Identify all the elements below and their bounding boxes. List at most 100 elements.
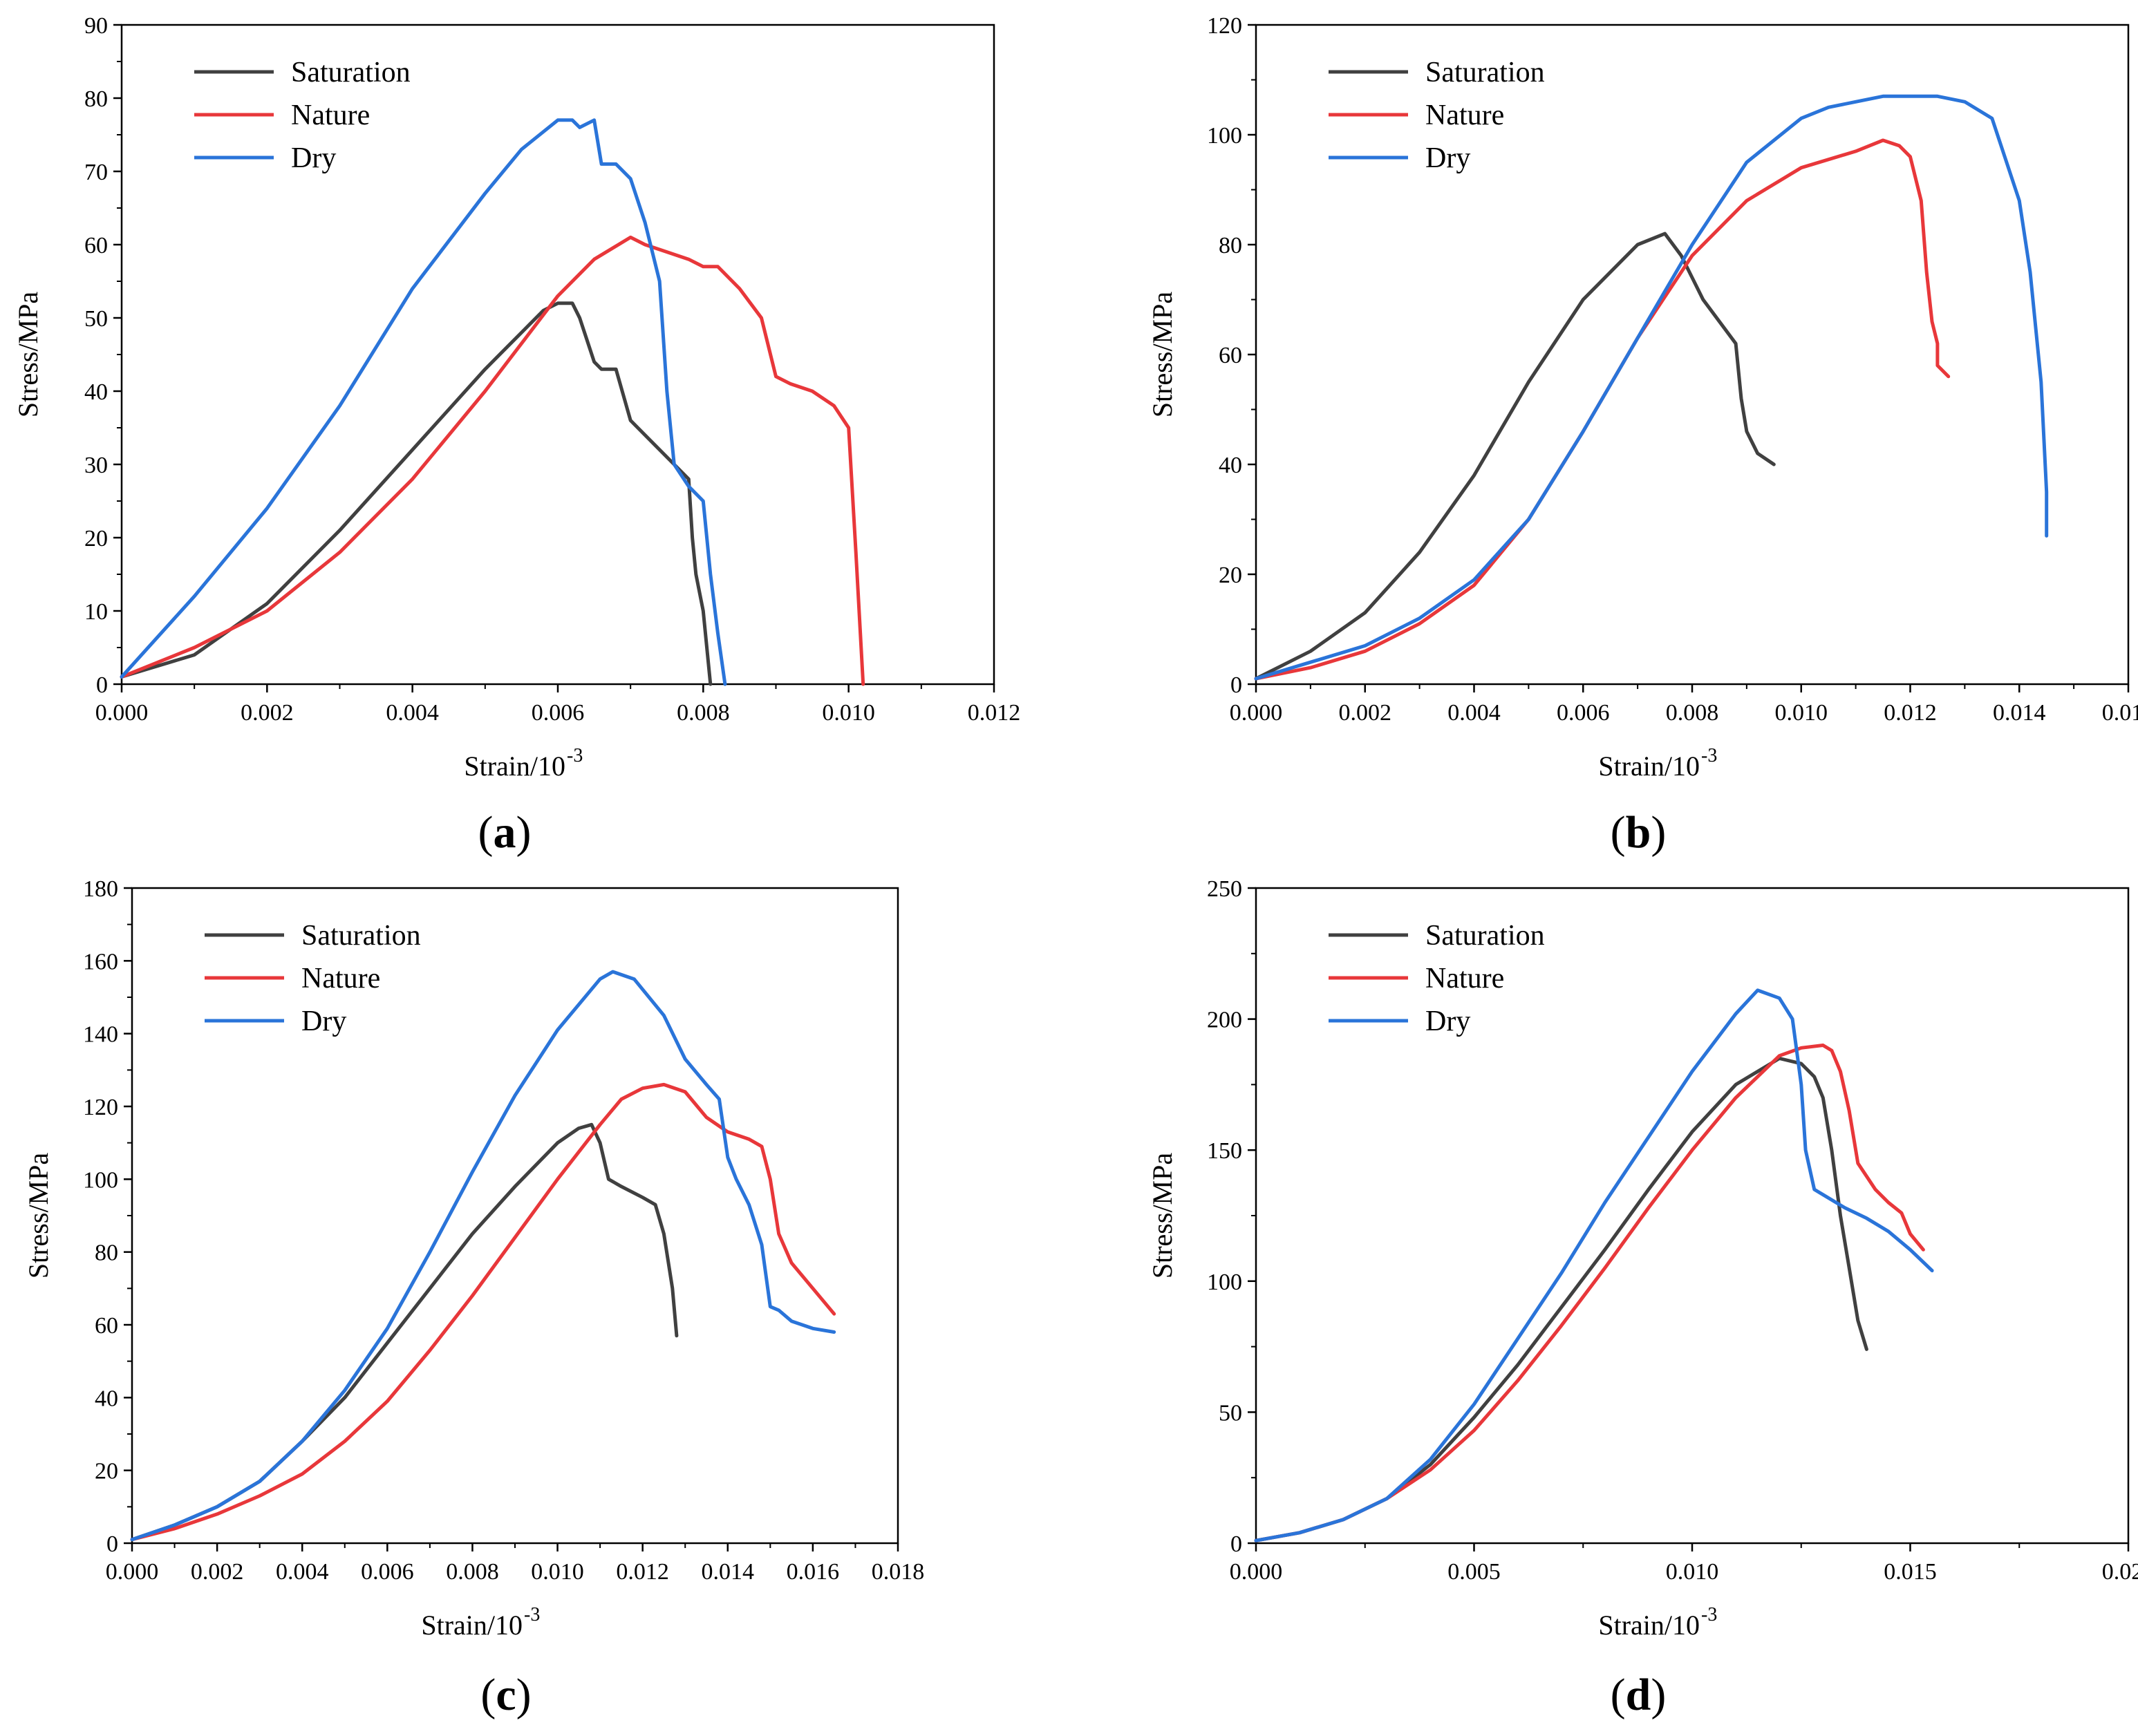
chart-d-y-tick-label: 150 (1207, 1138, 1242, 1164)
chart-b-x-tick-label: 0.008 (1666, 700, 1719, 726)
chart-d-series-nature (1254, 1044, 1925, 1542)
chart-b-legend-label-dry: Dry (1425, 142, 1470, 174)
chart-a-y-tick-label: 0 (96, 672, 108, 698)
chart-a-y-tick-label: 10 (84, 599, 108, 625)
chart-d-y-tick-label: 0 (1230, 1531, 1242, 1557)
chart-b-y-axis-title: Stress/MPa (1147, 292, 1178, 417)
chart-b-series-dry (1254, 94, 2049, 681)
chart-c-series-nature (130, 1082, 836, 1542)
chart-c-y-tick-label: 100 (83, 1167, 118, 1193)
chart-b-y-tick-label: 20 (1219, 563, 1242, 588)
chart-c-x-tick-label: 0.016 (787, 1559, 840, 1585)
chart-a-legend-label-saturation: Saturation (291, 57, 411, 88)
chart-a: 0.000 0.002 0.004 0.006 0.008 0.010 0.012 0 10 20… (12, 13, 1020, 858)
chart-a-legend: Saturation Nature Dry (194, 57, 411, 174)
chart-c-legend-label-saturation: Saturation (301, 920, 421, 952)
chart-b-x-tick-label: 0.010 (1775, 700, 1828, 726)
chart-d-x-axis-title: Strain/10 (1598, 1610, 1700, 1641)
chart-c: 0.000 0.002 0.004 0.006 0.008 0.010 0.012 0.014… (23, 876, 924, 1720)
chart-b-y-tick-label: 80 (1219, 233, 1242, 258)
chart-c-series-dry (130, 970, 836, 1542)
chart-a-y-tick-label: 20 (84, 526, 108, 551)
chart-b-x-tick-label: 0.004 (1447, 700, 1501, 726)
chart-d-legend-label-dry: Dry (1425, 1006, 1470, 1037)
chart-b-legend: Saturation Nature Dry (1329, 57, 1545, 174)
chart-a-y-tick-label: 50 (84, 306, 108, 332)
chart-d-x-axis-title-exponent: -3 (1701, 1604, 1717, 1625)
chart-a-y-tick-label: 30 (84, 453, 108, 478)
chart-d-legend-label-nature: Nature (1425, 963, 1504, 994)
chart-d-plot-frame (1255, 887, 2130, 1545)
chart-b-legend-label-nature: Nature (1425, 100, 1504, 131)
chart-c-legend-label-nature: Nature (301, 963, 380, 994)
chart-a-y-axis-title: Stress/MPa (12, 292, 44, 417)
chart-d-x-tick-label: 0.005 (1447, 1559, 1501, 1585)
chart-b-x-tick-label: 0.016 (2102, 700, 2138, 726)
chart-a-x-tick-label: 0.008 (677, 700, 730, 726)
chart-b-x-axis-title: Strain/10 (1598, 751, 1700, 782)
chart-b-series-nature (1254, 138, 1951, 681)
chart-d-y-tick-label: 100 (1207, 1270, 1242, 1295)
chart-b-y-tick-label: 40 (1219, 453, 1242, 478)
chart-b-x-tick-label: 0.012 (1884, 700, 1937, 726)
chart-a-x-tick-label: 0.004 (386, 700, 439, 726)
chart-c-x-axis-title: Strain/10 (421, 1610, 523, 1641)
chart-c-x-tick-label: 0.002 (191, 1559, 244, 1585)
chart-c-plot-frame (131, 887, 899, 1545)
chart-c-legend-label-dry: Dry (301, 1006, 346, 1037)
chart-a-legend-label-nature: Nature (291, 100, 370, 131)
chart-c-legend: Saturation Nature Dry (205, 920, 421, 1037)
chart-d-x-tick-label: 0.015 (1884, 1559, 1937, 1585)
chart-a-panel-tag: (a) (478, 807, 532, 858)
chart-a-y-tick-label: 70 (84, 160, 108, 185)
chart-b-y-tick-label: 100 (1207, 123, 1242, 149)
chart-c-x-tick-label: 0.006 (361, 1559, 414, 1585)
chart-a-x-tick-label: 0.006 (532, 700, 585, 726)
chart-b: 0.000 0.002 0.004 0.006 0.008 0.010 0.012 0.014… (1147, 13, 2138, 858)
chart-d-series-dry (1254, 988, 1934, 1542)
chart-b-x-tick-label: 0.000 (1230, 700, 1283, 726)
chart-a-series-nature (120, 235, 865, 686)
chart-d: 0.000 0.005 0.010 0.015 0.020 0 50 100 150 200 250… (1147, 876, 2138, 1720)
chart-a-y-tick-label: 90 (84, 13, 108, 39)
chart-c-panel-tag: (c) (480, 1670, 531, 1720)
chart-d-y-tick-label: 50 (1219, 1400, 1242, 1426)
chart-c-y-tick-label: 180 (83, 876, 118, 902)
chart-c-x-tick-label: 0.008 (446, 1559, 499, 1585)
chart-b-x-tick-label: 0.006 (1557, 700, 1610, 726)
chart-a-x-axis-title-exponent: -3 (567, 745, 583, 766)
chart-b-legend-label-saturation: Saturation (1425, 57, 1545, 88)
chart-d-y-tick-label: 250 (1207, 876, 1242, 902)
chart-d-y-tick-label: 200 (1207, 1008, 1242, 1033)
chart-d-legend: Saturation Nature Dry (1329, 920, 1545, 1037)
chart-d-x-tick-label: 0.020 (2102, 1559, 2138, 1585)
chart-c-x-tick-label: 0.012 (616, 1559, 669, 1585)
chart-c-x-tick-label: 0.000 (106, 1559, 159, 1585)
chart-a-series-dry (120, 118, 727, 686)
chart-a-x-tick-label: 0.010 (822, 700, 875, 726)
chart-a-y-tick-label: 60 (84, 233, 108, 258)
chart-c-y-tick-label: 0 (106, 1531, 118, 1557)
chart-d-x-tick-label: 0.010 (1666, 1559, 1719, 1585)
chart-c-x-tick-label: 0.018 (872, 1559, 925, 1585)
chart-a-x-axis-title: Strain/10 (464, 751, 565, 782)
chart-a-y-tick-label: 40 (84, 379, 108, 405)
chart-a-x-tick-label: 0.000 (95, 700, 149, 726)
chart-c-y-tick-label: 160 (83, 949, 118, 974)
chart-c-x-tick-label: 0.010 (531, 1559, 584, 1585)
chart-d-y-axis-title: Stress/MPa (1147, 1153, 1178, 1279)
chart-a-x-tick-label: 0.012 (968, 700, 1021, 726)
chart-c-y-tick-label: 40 (95, 1386, 118, 1411)
chart-b-x-tick-label: 0.014 (1993, 700, 2046, 726)
chart-c-x-axis-title-exponent: -3 (524, 1604, 540, 1625)
chart-b-panel-tag-letter: b (1626, 807, 1651, 858)
chart-a-plot-frame (120, 23, 995, 686)
chart-b-y-tick-label: 0 (1230, 672, 1242, 698)
chart-a-panel-tag-letter: a (494, 807, 516, 858)
chart-b-panel-tag: (b) (1611, 807, 1667, 858)
chart-a-x-tick-label: 0.002 (241, 700, 294, 726)
chart-d-panel-tag-letter: d (1626, 1670, 1651, 1720)
chart-c-y-axis-title: Stress/MPa (23, 1153, 54, 1279)
chart-b-y-tick-label: 120 (1207, 13, 1242, 39)
